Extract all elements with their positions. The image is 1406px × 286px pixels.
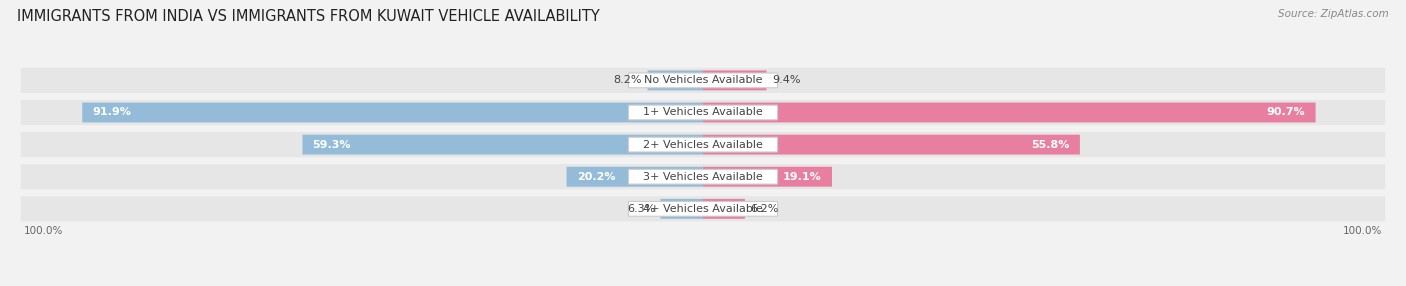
- Text: 90.7%: 90.7%: [1267, 108, 1306, 118]
- FancyBboxPatch shape: [703, 70, 766, 90]
- Text: No Vehicles Available: No Vehicles Available: [644, 76, 762, 86]
- Text: IMMIGRANTS FROM INDIA VS IMMIGRANTS FROM KUWAIT VEHICLE AVAILABILITY: IMMIGRANTS FROM INDIA VS IMMIGRANTS FROM…: [17, 9, 599, 23]
- Text: Source: ZipAtlas.com: Source: ZipAtlas.com: [1278, 9, 1389, 19]
- FancyBboxPatch shape: [302, 135, 703, 154]
- FancyBboxPatch shape: [628, 137, 778, 152]
- FancyBboxPatch shape: [648, 70, 703, 90]
- FancyBboxPatch shape: [703, 167, 832, 187]
- Text: 6.2%: 6.2%: [751, 204, 779, 214]
- Text: 59.3%: 59.3%: [312, 140, 352, 150]
- FancyBboxPatch shape: [661, 199, 703, 219]
- FancyBboxPatch shape: [703, 135, 1080, 154]
- Text: 6.3%: 6.3%: [627, 204, 655, 214]
- Text: 3+ Vehicles Available: 3+ Vehicles Available: [643, 172, 763, 182]
- FancyBboxPatch shape: [21, 164, 1385, 189]
- FancyBboxPatch shape: [628, 105, 778, 120]
- Text: 55.8%: 55.8%: [1032, 140, 1070, 150]
- Text: 4+ Vehicles Available: 4+ Vehicles Available: [643, 204, 763, 214]
- Text: 20.2%: 20.2%: [576, 172, 616, 182]
- FancyBboxPatch shape: [628, 201, 778, 216]
- FancyBboxPatch shape: [21, 68, 1385, 93]
- Text: 100.0%: 100.0%: [1343, 226, 1382, 236]
- Text: 91.9%: 91.9%: [93, 108, 131, 118]
- FancyBboxPatch shape: [703, 103, 1316, 122]
- Text: 1+ Vehicles Available: 1+ Vehicles Available: [643, 108, 763, 118]
- FancyBboxPatch shape: [21, 132, 1385, 157]
- FancyBboxPatch shape: [628, 169, 778, 184]
- Text: 19.1%: 19.1%: [783, 172, 823, 182]
- Text: 8.2%: 8.2%: [613, 76, 643, 86]
- FancyBboxPatch shape: [83, 103, 703, 122]
- FancyBboxPatch shape: [21, 100, 1385, 125]
- FancyBboxPatch shape: [703, 199, 745, 219]
- Text: 9.4%: 9.4%: [772, 76, 800, 86]
- FancyBboxPatch shape: [567, 167, 703, 187]
- FancyBboxPatch shape: [21, 196, 1385, 221]
- Text: 100.0%: 100.0%: [24, 226, 63, 236]
- FancyBboxPatch shape: [628, 73, 778, 88]
- Text: 2+ Vehicles Available: 2+ Vehicles Available: [643, 140, 763, 150]
